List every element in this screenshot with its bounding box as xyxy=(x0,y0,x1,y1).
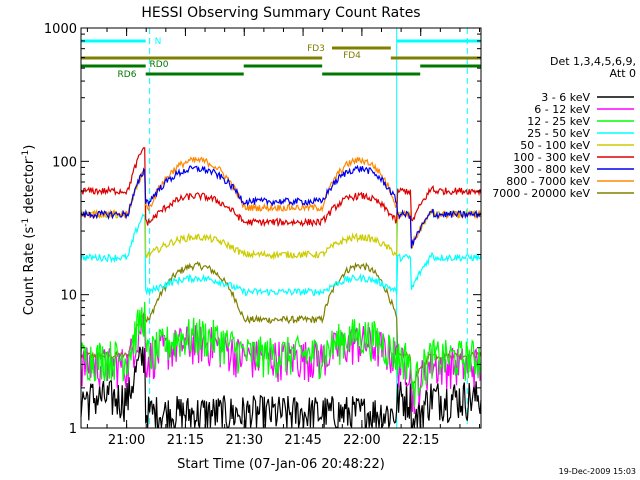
y-tick-label: 1 xyxy=(69,422,77,437)
series-line-0 xyxy=(80,346,482,428)
flag-label: N xyxy=(155,37,162,47)
flag-label: RD6 xyxy=(118,70,137,80)
series-line-4 xyxy=(80,168,482,261)
x-tick-label: 22:15 xyxy=(402,433,439,448)
flag-n: N xyxy=(81,37,481,47)
legend-label: 3 - 6 keV xyxy=(541,91,590,104)
legend-label: 25 - 50 keV xyxy=(527,127,590,140)
legend-label: 7000 - 20000 keV xyxy=(492,187,590,200)
y-tick-label: 10 xyxy=(60,289,77,304)
legend-label: 100 - 300 keV xyxy=(513,151,590,164)
flag-label: FD3 xyxy=(307,44,325,54)
x-axis-label: Start Time (07-Jan-06 20:48:22) xyxy=(177,457,385,472)
series-line-1 xyxy=(80,313,482,414)
legend-label: 800 - 7000 keV xyxy=(506,175,590,188)
y-axis-label: Count Rate (s-1 detector-1) xyxy=(21,145,37,316)
series-line-2 xyxy=(80,301,482,408)
legend-header-detectors: Det 1,3,4,5,6,9, xyxy=(550,55,636,68)
x-tick-label: 21:45 xyxy=(284,433,321,448)
legend-label: 50 - 100 keV xyxy=(520,139,590,152)
y-tick-label: 100 xyxy=(52,155,77,170)
chart-title: HESSI Observing Summary Count Rates xyxy=(141,5,420,21)
plot-frame xyxy=(80,27,482,429)
series-line-6 xyxy=(80,164,482,249)
series-line-5 xyxy=(80,147,482,228)
flag-fd3: FD3 xyxy=(307,44,391,54)
legend-header-attenuator: Att 0 xyxy=(610,67,636,80)
series-line-7 xyxy=(80,156,482,249)
timestamp: 19-Dec-2009 15:03 xyxy=(559,467,636,476)
x-tick-label: 21:00 xyxy=(108,433,145,448)
series-line-8 xyxy=(80,260,482,391)
flag-label: RD0 xyxy=(150,60,169,70)
plot-area: N FD3 FD4 RD0 RD6 xyxy=(80,27,482,429)
legend-label: 12 - 25 keV xyxy=(527,115,590,128)
x-tick-label: 21:15 xyxy=(167,433,204,448)
y-tick-label: 1000 xyxy=(44,22,77,37)
x-axis: 21:00 21:15 21:30 21:45 22:00 22:15 xyxy=(86,28,481,448)
legend-label: 6 - 12 keV xyxy=(534,103,590,116)
flag-rd6: RD6 xyxy=(118,70,421,80)
series-line-3 xyxy=(80,213,482,297)
x-tick-label: 22:00 xyxy=(343,433,380,448)
x-tick-label: 21:30 xyxy=(226,433,263,448)
flag-rd0: RD0 xyxy=(81,60,481,70)
flag-label: FD4 xyxy=(343,51,361,61)
y-axis: 1 10 100 1000 xyxy=(44,22,481,437)
legend-label: 300 - 800 keV xyxy=(513,163,590,176)
flag-fd4: FD4 xyxy=(81,51,481,61)
